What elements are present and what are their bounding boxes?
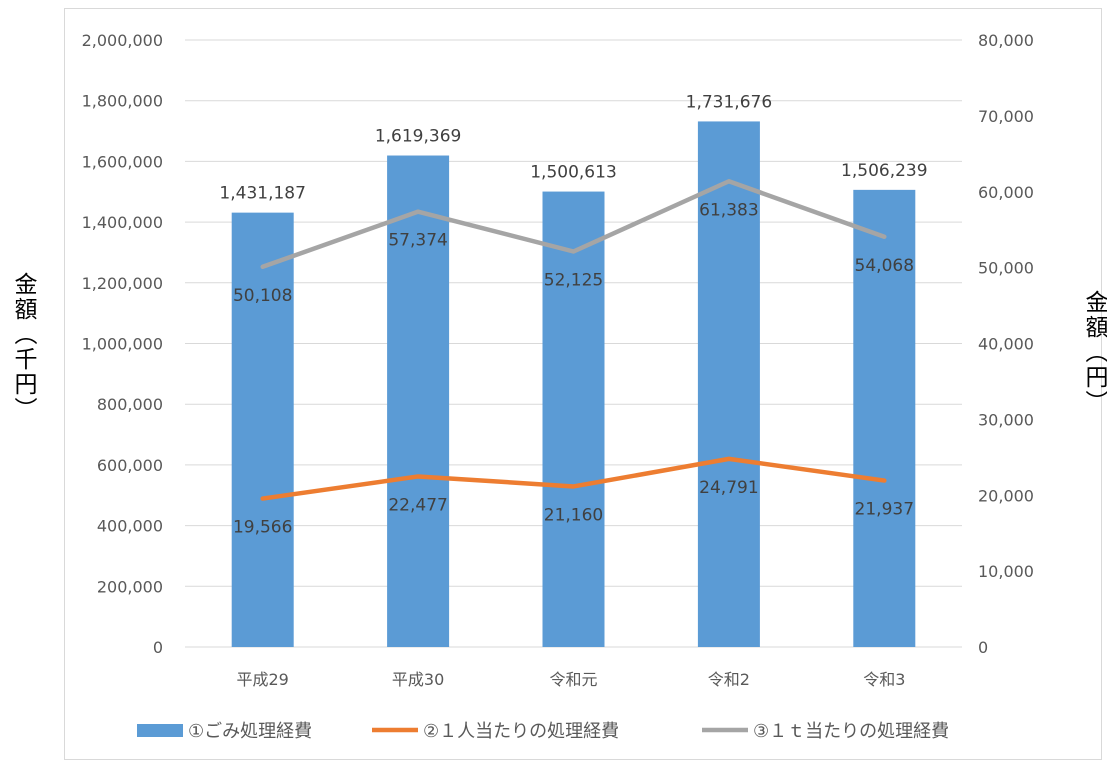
left-y-tick-label: 800,000 (97, 395, 163, 414)
left-y-tick-label: 200,000 (97, 577, 163, 596)
line-data-label: 21,937 (855, 500, 914, 520)
legend-swatch (137, 724, 183, 737)
bar-data-label: 1,431,187 (219, 184, 306, 204)
left-y-tick-label: 1,400,000 (82, 213, 163, 232)
bar-data-label: 1,506,239 (841, 161, 928, 181)
left-y-tick-label: 0 (153, 638, 163, 657)
left-y-tick-label: 400,000 (97, 517, 163, 536)
chart-frame (64, 8, 1102, 760)
line-data-label: 50,108 (233, 286, 292, 306)
right-y-tick-label: 60,000 (978, 183, 1034, 202)
bar-data-label: 1,500,613 (530, 163, 617, 183)
x-tick-label: 平成30 (392, 670, 444, 689)
series-line (260, 456, 887, 501)
left-y-tick-label: 1,800,000 (82, 92, 163, 111)
line-data-label: 19,566 (233, 518, 292, 538)
right-y-tick-label: 10,000 (978, 562, 1034, 581)
x-tick-label: 令和2 (708, 670, 750, 689)
line-data-label: 22,477 (388, 495, 447, 515)
bar (231, 212, 294, 647)
left-y-tick-label: 2,000,000 (82, 31, 163, 50)
right-y-axis-label: 金額（円） (1081, 290, 1107, 415)
bar (542, 191, 605, 647)
right-y-tick-label: 50,000 (978, 259, 1034, 278)
series-line (260, 179, 887, 270)
bar-data-label: 1,731,676 (686, 92, 773, 112)
right-y-tick-label: 70,000 (978, 107, 1034, 126)
bar (697, 121, 760, 647)
right-y-tick-label: 80,000 (978, 31, 1034, 50)
left-y-tick-label: 1,200,000 (82, 274, 163, 293)
x-tick-label: 令和元 (549, 670, 597, 689)
left-y-tick-label: 600,000 (97, 456, 163, 475)
x-tick-label: 平成29 (237, 670, 289, 689)
line-data-label: 54,068 (855, 256, 914, 276)
left-y-axis-label: 金額（千円） (10, 272, 36, 422)
bar (853, 189, 916, 648)
line-data-label: 21,160 (544, 505, 603, 525)
line-data-label: 61,383 (699, 200, 758, 220)
right-y-tick-label: 30,000 (978, 410, 1034, 429)
right-y-tick-label: 40,000 (978, 335, 1034, 354)
left-y-tick-label: 1,000,000 (82, 335, 163, 354)
bar-data-label: 1,619,369 (375, 127, 462, 147)
right-y-tick-label: 20,000 (978, 486, 1034, 505)
legend-label: ②１人当たりの処理経費 (423, 721, 619, 742)
left-y-tick-label: 1,600,000 (82, 152, 163, 171)
bar (387, 155, 450, 647)
line-data-label: 57,374 (388, 231, 447, 251)
legend-label: ③１ｔ当たりの処理経費 (753, 721, 949, 742)
line-data-label: 52,125 (544, 271, 603, 291)
line-data-label: 24,791 (699, 478, 758, 498)
right-y-tick-label: 0 (978, 638, 988, 657)
x-tick-label: 令和3 (863, 670, 905, 689)
legend-label: ①ごみ処理経費 (188, 721, 312, 742)
